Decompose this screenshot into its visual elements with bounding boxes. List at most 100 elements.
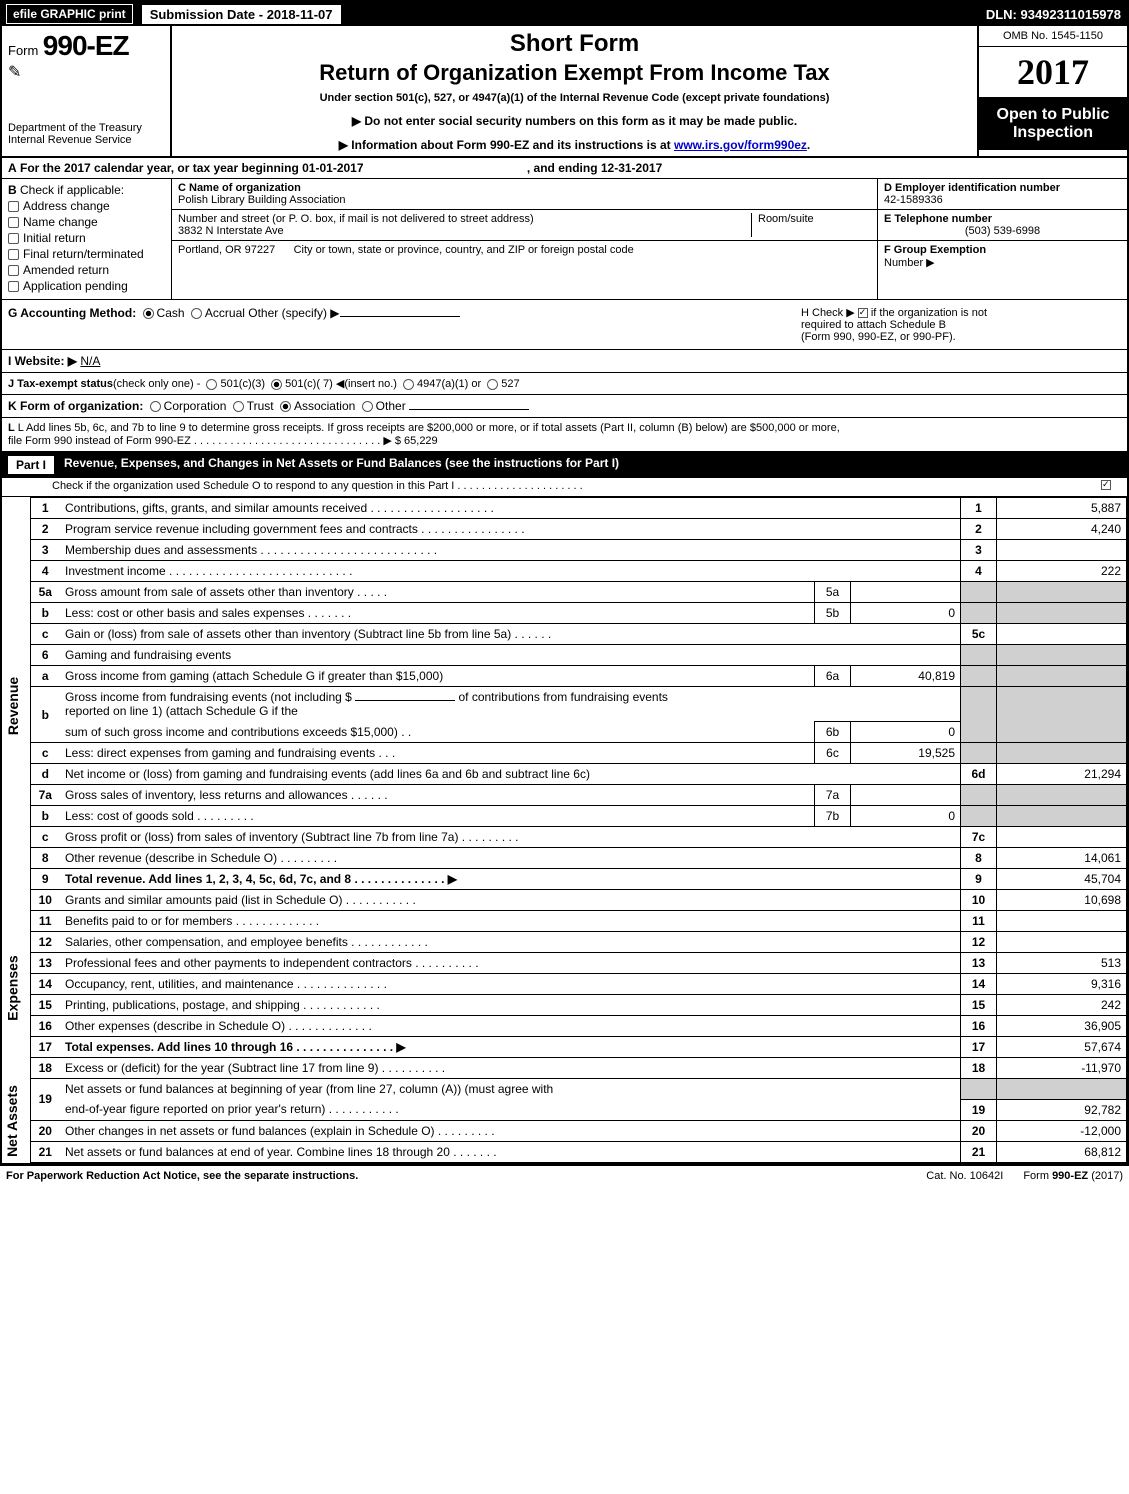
radio-cash[interactable] [143, 308, 154, 319]
street-address: 3832 N Interstate Ave [178, 225, 284, 237]
j-suffix: (check only one) - [113, 378, 200, 390]
check-application-pending[interactable]: Application pending [8, 279, 165, 293]
l16-desc: Other expenses (describe in Schedule O) … [60, 1016, 961, 1037]
l1-desc: Contributions, gifts, grants, and simila… [60, 498, 961, 519]
page-footer: For Paperwork Reduction Act Notice, see … [0, 1165, 1129, 1186]
l7b-inum: 7b [815, 806, 851, 827]
other-specify-blank[interactable] [340, 316, 460, 317]
revenue-label-text: Revenue [5, 676, 21, 734]
b-text: Check if applicable: [20, 183, 124, 197]
l17-desc-cell: Total expenses. Add lines 10 through 16 … [60, 1037, 961, 1058]
l7a-shade2 [997, 785, 1127, 806]
footer-bold: 990-EZ [1052, 1170, 1088, 1182]
l1-val: 5,887 [997, 498, 1127, 519]
row-a-text2: , and ending 12-31-2017 [527, 161, 662, 175]
l13-val: 513 [997, 953, 1127, 974]
org-name: Polish Library Building Association [178, 194, 346, 206]
line-9: 9 Total revenue. Add lines 1, 2, 3, 4, 5… [2, 869, 1127, 890]
l7a-ival [851, 785, 961, 806]
c-header: C Name of organization [178, 182, 301, 194]
dept-line1: Department of the Treasury [8, 122, 164, 134]
other-label: Other (specify) ▶ [248, 306, 339, 320]
l-text2: file Form 990 instead of Form 990-EZ . .… [8, 435, 438, 447]
instruction-line-2: ▶ Information about Form 990-EZ and its … [180, 138, 969, 152]
expenses-label-text: Expenses [5, 955, 21, 1020]
check-name-change[interactable]: Name change [8, 215, 165, 229]
check-schedule-o[interactable] [1101, 480, 1111, 490]
radio-501c[interactable] [271, 379, 282, 390]
checkbox-icon [8, 281, 19, 292]
netassets-label-text: Net Assets [4, 1085, 20, 1157]
radio-4947[interactable] [403, 379, 414, 390]
l5a-shade2 [997, 582, 1127, 603]
l9-num: 9 [30, 869, 60, 890]
radio-527[interactable] [487, 379, 498, 390]
line-7a: 7a Gross sales of inventory, less return… [2, 785, 1127, 806]
check-address-change[interactable]: Address change [8, 199, 165, 213]
box-c-org-info: C Name of organization Polish Library Bu… [172, 179, 877, 299]
check-h[interactable] [858, 308, 868, 318]
l6c-num: c [30, 743, 60, 764]
k-other-blank[interactable] [409, 409, 529, 410]
submission-date: Submission Date - 2018-11-07 [141, 4, 342, 25]
l19-box: 19 [961, 1099, 997, 1120]
l6b-desc3: reported on line 1) (attach Schedule G i… [65, 704, 298, 718]
l12-desc: Salaries, other compensation, and employ… [60, 932, 961, 953]
l1-box: 1 [961, 498, 997, 519]
radio-501c3[interactable] [206, 379, 217, 390]
l13-box: 13 [961, 953, 997, 974]
l6-desc: Gaming and fundraising events [60, 645, 961, 666]
k-assoc: Association [294, 399, 355, 413]
l7b-shade [961, 806, 997, 827]
l8-desc: Other revenue (describe in Schedule O) .… [60, 848, 961, 869]
l8-val: 14,061 [997, 848, 1127, 869]
l4-num: 4 [30, 561, 60, 582]
efile-graphic-print-button[interactable]: efile GRAPHIC print [6, 4, 133, 24]
dept-treasury: Department of the Treasury Internal Reve… [8, 122, 164, 146]
radio-trust[interactable] [233, 401, 244, 412]
j-label: J Tax-exempt status [8, 378, 113, 390]
l7b-shade2 [997, 806, 1127, 827]
form-page-ref: Form 990-EZ (2017) [1023, 1170, 1123, 1182]
check-final-return[interactable]: Final return/terminated [8, 247, 165, 261]
line-10: Expenses 10 Grants and similar amounts p… [2, 890, 1127, 911]
revenue-side-label: Revenue [2, 498, 30, 890]
l20-val: -12,000 [997, 1120, 1127, 1141]
radio-other[interactable] [362, 401, 373, 412]
l6b-blank[interactable] [355, 700, 455, 701]
line-5c: c Gain or (loss) from sale of assets oth… [2, 624, 1127, 645]
irs-form990ez-link[interactable]: www.irs.gov/form990ez [674, 138, 807, 152]
row-g: G Accounting Method: Cash Accrual Other … [8, 306, 801, 343]
l7a-desc: Gross sales of inventory, less returns a… [60, 785, 815, 806]
l6d-num: d [30, 764, 60, 785]
l12-val [997, 932, 1127, 953]
expenses-side-label: Expenses [2, 890, 30, 1058]
radio-assoc[interactable] [280, 401, 291, 412]
h-text4: (Form 990, 990-EZ, or 990-PF). [801, 331, 956, 343]
check-initial-return[interactable]: Initial return [8, 231, 165, 245]
l3-num: 3 [30, 540, 60, 561]
part-1-table: Revenue 1 Contributions, gifts, grants, … [2, 497, 1127, 1163]
row-a-text1: For the 2017 calendar year, or tax year … [20, 161, 364, 175]
l2-num: 2 [30, 519, 60, 540]
line-6d: d Net income or (loss) from gaming and f… [2, 764, 1127, 785]
l9-box: 9 [961, 869, 997, 890]
k-trust: Trust [247, 399, 274, 413]
label-a: A [8, 161, 17, 175]
g-label: G Accounting Method: [8, 306, 136, 320]
radio-accrual[interactable] [191, 308, 202, 319]
l14-desc: Occupancy, rent, utilities, and maintena… [60, 974, 961, 995]
line-6b-1: b Gross income from fundraising events (… [2, 687, 1127, 722]
l6c-ival: 19,525 [851, 743, 961, 764]
check-amended-return[interactable]: Amended return [8, 263, 165, 277]
l12-box: 12 [961, 932, 997, 953]
l7c-box: 7c [961, 827, 997, 848]
return-title: Return of Organization Exempt From Incom… [180, 60, 969, 86]
l5a-inum: 5a [815, 582, 851, 603]
check-label-1: Name change [23, 215, 98, 229]
l16-num: 16 [30, 1016, 60, 1037]
l6a-inum: 6a [815, 666, 851, 687]
radio-corp[interactable] [150, 401, 161, 412]
short-form-title: Short Form [180, 30, 969, 58]
l4-box: 4 [961, 561, 997, 582]
